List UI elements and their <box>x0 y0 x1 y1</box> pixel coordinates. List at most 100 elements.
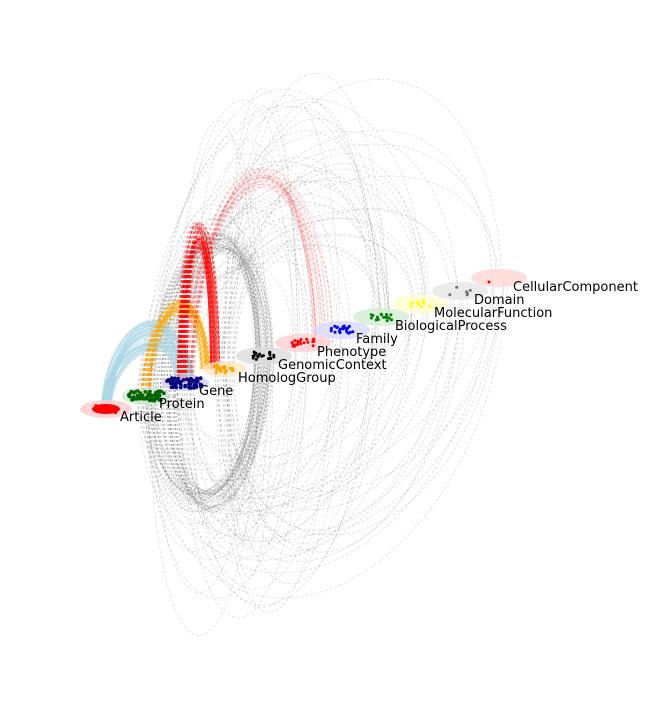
red-arc <box>180 222 212 384</box>
gray-arc-lower <box>181 316 376 493</box>
gray-arc-lower <box>142 342 297 524</box>
homolog-dot <box>215 365 219 369</box>
blue-arc <box>104 329 195 410</box>
bioproc-dot <box>376 318 380 321</box>
gray-arc-upper <box>220 168 426 370</box>
genomic-dot <box>254 357 258 361</box>
blue-arc <box>104 330 194 410</box>
bioproc-dot <box>375 315 379 319</box>
blue-arc <box>105 331 179 410</box>
blue-arc <box>105 334 194 410</box>
red-arc <box>186 223 218 384</box>
gray-arc-upper <box>138 160 377 397</box>
genomic-dot <box>272 355 276 359</box>
gene-dot <box>196 379 200 384</box>
red-arc-wide <box>192 168 321 384</box>
gray-arc-dense-lower <box>154 355 269 503</box>
gene-node-dots <box>165 376 204 390</box>
red-arc-wide <box>185 167 325 384</box>
blue-arc <box>108 344 192 410</box>
article-label: Article <box>120 410 162 425</box>
gray-arc-dense-lower <box>162 355 268 503</box>
homolog-dot <box>223 367 226 371</box>
gray-arc-lower <box>233 316 389 551</box>
red-arc-wide <box>187 177 323 384</box>
blue-arc <box>103 326 194 410</box>
gray-arc-lower <box>228 355 269 551</box>
gray-arc-upper <box>183 106 381 384</box>
bioproc-dot <box>385 315 389 319</box>
gray-arc-upper <box>176 130 493 384</box>
gray-arc-dense-upper <box>168 248 265 397</box>
gray-arc-dense-upper <box>169 239 260 397</box>
gray-arc-dense-upper <box>149 239 271 397</box>
gray-arc-lower <box>147 342 306 599</box>
gray-arc-upper <box>152 139 313 397</box>
gray-arc-dense-upper <box>174 234 261 397</box>
phenotype-dot <box>296 343 300 347</box>
domain-dot <box>466 292 469 296</box>
protein-label: Protein <box>159 397 205 412</box>
gray-arc-dense-lower <box>160 355 267 494</box>
gray-arc-lower <box>142 277 497 543</box>
domain-node-halo <box>432 282 488 300</box>
gray-arc-dense-lower <box>160 355 260 492</box>
gray-arc-upper <box>216 163 431 370</box>
red-arc-wide <box>192 173 315 384</box>
red-arc-wide <box>186 168 316 384</box>
blue-arc <box>106 325 181 410</box>
gray-arc-dense-lower <box>165 355 269 492</box>
gray-arc-upper <box>189 79 503 384</box>
bioproc-node-dots <box>369 312 394 323</box>
gray-arc-dense-lower <box>145 355 259 512</box>
gray-arc-dense-upper <box>169 251 257 397</box>
protein-dot <box>157 392 161 396</box>
family-dot <box>329 329 333 333</box>
gray-arc-upper <box>142 209 459 397</box>
red-arc-wide <box>187 183 323 384</box>
gray-arc-dense-lower <box>175 355 264 513</box>
protein-dot <box>147 390 151 394</box>
gene-dot <box>187 382 191 387</box>
protein-dot <box>130 398 134 402</box>
gray-arc-lower <box>221 277 505 536</box>
gray-arc-lower <box>186 290 469 563</box>
gray-arc-lower <box>140 277 495 500</box>
homolog-dot <box>231 369 235 373</box>
gray-arc-lower <box>183 303 428 514</box>
phenotype-label: Phenotype <box>317 345 386 360</box>
red-arc-wide <box>189 185 334 384</box>
gray-arc-lower <box>231 303 413 499</box>
gray-arc-dense-lower <box>153 355 261 512</box>
blue-arc <box>107 345 191 410</box>
gray-arc-dense-lower <box>175 355 260 492</box>
phenotype-dot <box>312 337 316 341</box>
gray-arc-upper <box>154 204 259 397</box>
bioproc-dot <box>385 319 389 323</box>
gray-arc-dense-upper <box>162 235 261 397</box>
genomic-dot <box>269 356 273 360</box>
gray-arc-upper <box>141 130 458 397</box>
gray-arc-upper <box>144 175 500 397</box>
blue-arc <box>105 343 176 410</box>
homolog-dot <box>219 369 223 373</box>
gray-arc-dense-lower <box>153 355 267 494</box>
protein-node-dots <box>126 389 166 403</box>
gene-dot <box>185 377 189 382</box>
gray-arc-dense-lower <box>145 355 259 505</box>
gene-dot <box>195 376 199 381</box>
gray-arc-upper <box>221 118 390 370</box>
molfunc-node-dots <box>409 299 432 309</box>
gray-arc-lower <box>214 329 333 613</box>
gray-arc-lower <box>137 355 263 525</box>
orange-arc-edges <box>140 298 211 397</box>
gray-arc-dense-lower <box>150 355 262 497</box>
blue-arc <box>102 344 195 410</box>
gray-arc-lower <box>188 303 425 466</box>
gray-arc-upper <box>223 87 298 370</box>
phenotype-dot <box>296 339 300 343</box>
orange-arc <box>143 308 207 397</box>
red-arc-wide <box>190 184 317 384</box>
gray-arc-lower <box>141 303 430 512</box>
gray-arc-dense-upper <box>157 237 272 397</box>
